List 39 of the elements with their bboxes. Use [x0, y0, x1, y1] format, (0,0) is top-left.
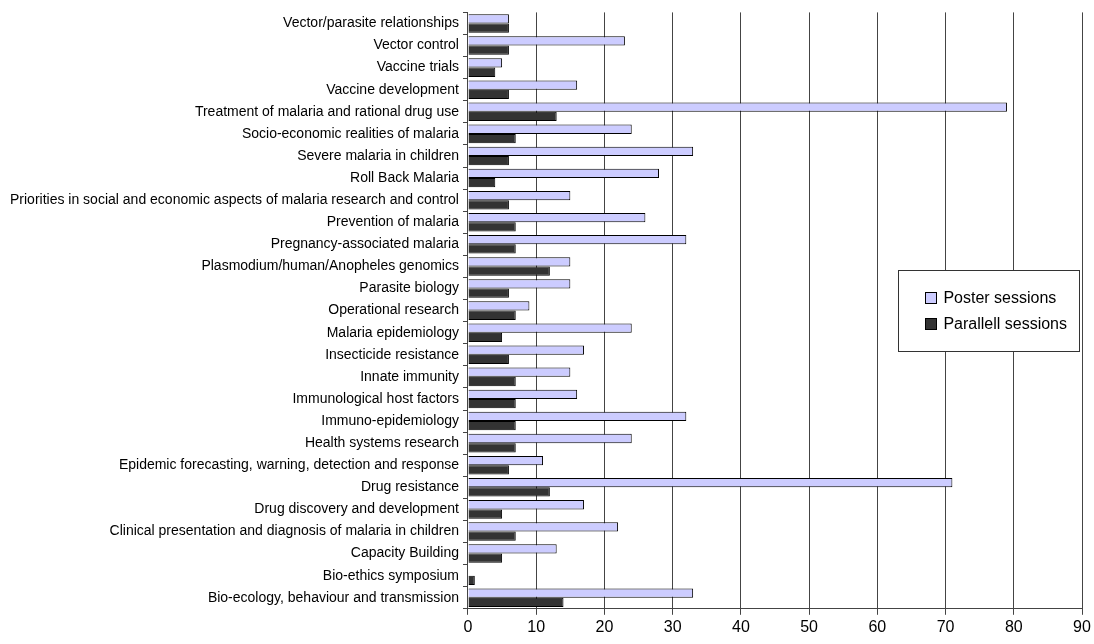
x-tick-label: 40 — [731, 617, 750, 635]
y-tick-label: Vector control — [373, 36, 459, 53]
y-tick-label: Treatment of malaria and rational drug use — [194, 102, 460, 119]
y-tick-label: Parasite biology — [359, 279, 459, 296]
x-tick-label: 80 — [1004, 617, 1023, 635]
y-tick-label: Epidemic forecasting, warning, detection and response — [118, 456, 460, 473]
x-tick-label: 90 — [1073, 617, 1091, 635]
y-tick-label: Severe malaria in children — [297, 146, 459, 163]
y-tick-label: Clinical presentation and diagnosis of malaria in children — [109, 522, 459, 539]
x-tick-label: 60 — [868, 617, 887, 635]
y-tick-label: Vaccine development — [326, 80, 460, 97]
x-tick-label: 30 — [663, 617, 682, 635]
y-tick-label: Drug resistance — [360, 478, 460, 495]
y-tick-label: Bio-ecology, behaviour and transmission — [207, 588, 459, 605]
x-tick-label: 10 — [527, 617, 546, 635]
y-tick-label: Capacity Building — [350, 544, 459, 561]
x-tick-label: 20 — [595, 617, 614, 635]
y-tick-label: Drug discovery and development — [254, 500, 460, 517]
y-tick-label: Bio-ethics symposium — [322, 566, 459, 583]
y-tick-label: Plasmodium/human/Anopheles genomics — [201, 257, 459, 274]
y-tick-label: Innate immunity — [360, 367, 459, 384]
y-tick-label: Priorities in social and economic aspects of malaria research and control — [9, 191, 459, 208]
y-tick-label: Socio-economic realities of malaria — [241, 124, 460, 141]
y-tick-label: Immuno-epidemiology — [321, 411, 459, 428]
y-tick-label: Pregnancy-associated malaria — [270, 235, 460, 252]
x-tick-label: 50 — [800, 617, 819, 635]
y-tick-label: Prevention of malaria — [326, 213, 460, 230]
y-tick-label: Health systems research — [304, 433, 459, 450]
y-tick-label: Vector/parasite relationships — [283, 14, 459, 31]
y-tick-label: Roll Back Malaria — [350, 168, 460, 185]
y-tick-label: Malaria epidemiology — [326, 323, 459, 340]
x-tick-label: 70 — [936, 617, 955, 635]
y-tick-label: Insecticide resistance — [325, 345, 460, 362]
legend-label: Parallell sessions — [943, 314, 1067, 333]
x-tick-label: 0 — [463, 617, 473, 635]
y-tick-label: Immunological host factors — [292, 389, 459, 406]
legend-label: Poster sessions — [943, 288, 1057, 307]
y-tick-label: Operational research — [328, 301, 459, 318]
y-tick-label: Vaccine trials — [376, 58, 459, 75]
